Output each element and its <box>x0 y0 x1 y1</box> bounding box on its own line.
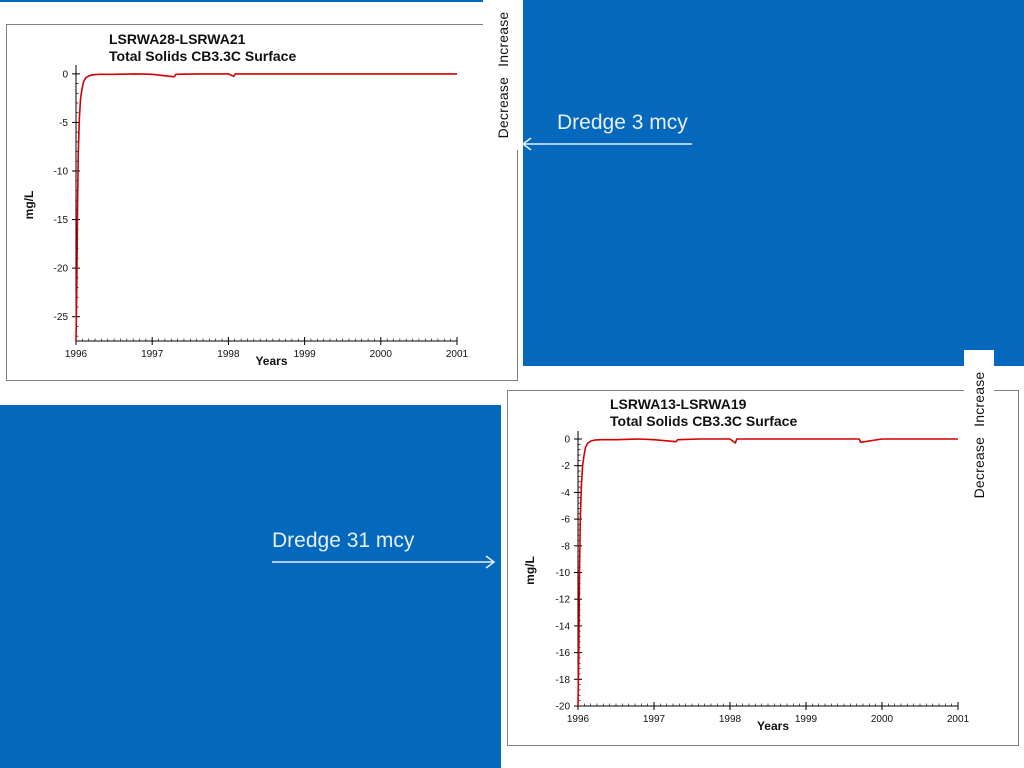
chart-panel-2: LSRWA13-LSRWA19 Total Solids CB3.3C Surfa… <box>507 390 1019 746</box>
increase-label: Increase <box>971 371 987 427</box>
x-tick-label: 1996 <box>65 349 88 360</box>
x-tick-label: 1997 <box>643 714 666 725</box>
left-arrow-icon <box>521 137 692 151</box>
x-tick-label: 1999 <box>795 714 818 725</box>
y-tick-label: -6 <box>561 515 570 526</box>
chart-panel-1: LSRWA28-LSRWA21 Total Solids CB3.3C Surfa… <box>6 24 518 381</box>
y-tick-label: -20 <box>556 702 571 713</box>
change-direction-label-2: Decrease Increase <box>964 350 994 520</box>
x-axis-label: Years <box>757 719 789 733</box>
data-series-line <box>75 73 457 342</box>
x-tick-label: 2001 <box>947 714 970 725</box>
data-series-line <box>577 438 958 707</box>
chart-subtitle: Total Solids CB3.3C Surface <box>610 413 797 429</box>
y-tick-label: -5 <box>59 118 68 129</box>
right-arrow-icon <box>272 555 496 569</box>
y-axis-label: mg/L <box>22 191 36 220</box>
x-tick-label: 1998 <box>217 349 240 360</box>
x-tick-label: 1999 <box>293 349 316 360</box>
y-tick-label: -2 <box>561 461 570 472</box>
decrease-label: Decrease <box>971 436 987 499</box>
y-tick-label: -18 <box>556 675 571 686</box>
chart-title: LSRWA13-LSRWA19 <box>610 396 747 412</box>
y-tick-label: -25 <box>54 312 69 323</box>
x-tick-label: 1997 <box>141 349 164 360</box>
chart-title: LSRWA28-LSRWA21 <box>109 31 246 47</box>
x-tick-label: 1998 <box>719 714 742 725</box>
chart-subtitle: Total Solids CB3.3C Surface <box>109 48 296 64</box>
y-tick-label: 0 <box>62 69 68 80</box>
blue-background-panel-bottom <box>0 405 501 768</box>
y-tick-label: -12 <box>556 595 571 606</box>
dredge-annotation-1: Dredge 3 mcy <box>557 111 688 134</box>
blue-background-panel-top <box>523 0 1024 366</box>
increase-label: Increase <box>495 11 511 67</box>
y-tick-label: 0 <box>564 435 570 446</box>
change-direction-label-1: Decrease Increase <box>483 0 523 150</box>
slide-accent-line <box>0 0 487 2</box>
y-tick-label: -16 <box>556 648 571 659</box>
decrease-label: Decrease <box>495 76 511 139</box>
x-tick-label: 2001 <box>446 349 469 360</box>
y-tick-label: -14 <box>556 621 571 632</box>
x-tick-label: 2000 <box>871 714 894 725</box>
y-tick-label: -20 <box>54 264 69 275</box>
y-tick-label: -10 <box>54 167 69 178</box>
y-tick-label: -4 <box>561 488 570 499</box>
dredge-annotation-2: Dredge 31 mcy <box>272 529 415 552</box>
y-tick-label: -8 <box>561 541 570 552</box>
y-tick-label: -15 <box>54 215 69 226</box>
y-tick-label: -10 <box>556 568 571 579</box>
x-axis-label: Years <box>255 354 287 368</box>
x-tick-label: 2000 <box>370 349 393 360</box>
x-tick-label: 1996 <box>567 714 590 725</box>
y-axis-label: mg/L <box>523 556 537 585</box>
